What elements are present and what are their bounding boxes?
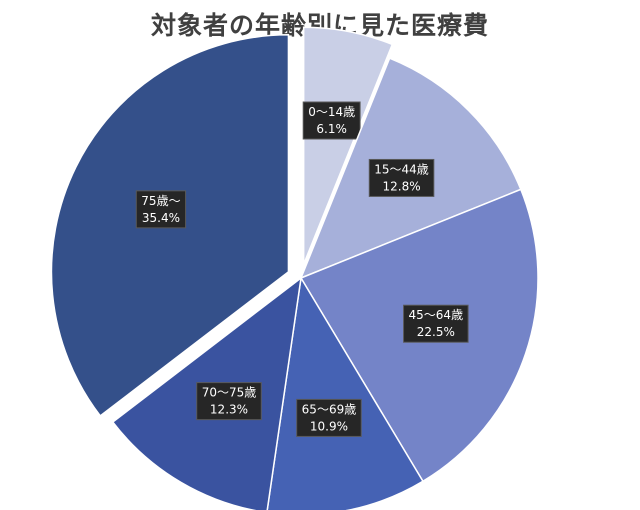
data-label: 45〜64歳 22.5%: [403, 304, 469, 343]
pie-slice: [266, 275, 424, 510]
data-label: 65〜69歳 10.9%: [296, 398, 362, 437]
data-label-value: 35.4%: [142, 211, 180, 225]
data-label-value: 12.3%: [210, 403, 248, 417]
data-label-box: [296, 398, 362, 437]
pie-slice: [302, 26, 394, 265]
data-label-box: [302, 101, 361, 140]
data-label-value: 22.5%: [417, 325, 455, 339]
data-label: 15〜44歳 12.8%: [368, 158, 435, 197]
data-label-value: 10.9%: [310, 419, 348, 433]
data-label: 70〜75歳 12.3%: [196, 382, 262, 421]
data-label-value: 12.8%: [382, 179, 420, 193]
data-label: 75歳〜 35.4%: [135, 190, 187, 229]
data-label-category: 70〜75歳: [202, 386, 257, 400]
data-label-category: 15〜44歳: [374, 162, 429, 176]
data-label-box: [368, 158, 435, 197]
data-label-category: 0〜14歳: [308, 105, 355, 119]
data-label-box: [196, 382, 262, 421]
data-label-category: 65〜69歳: [302, 402, 357, 416]
data-label-box: [135, 190, 187, 229]
data-label: 0〜14歳 6.1%: [302, 101, 361, 140]
data-label-box: [403, 304, 469, 343]
data-label-category: 45〜64歳: [409, 308, 464, 322]
data-label-category: 75歳〜: [141, 194, 180, 208]
data-label-value: 6.1%: [316, 122, 347, 136]
